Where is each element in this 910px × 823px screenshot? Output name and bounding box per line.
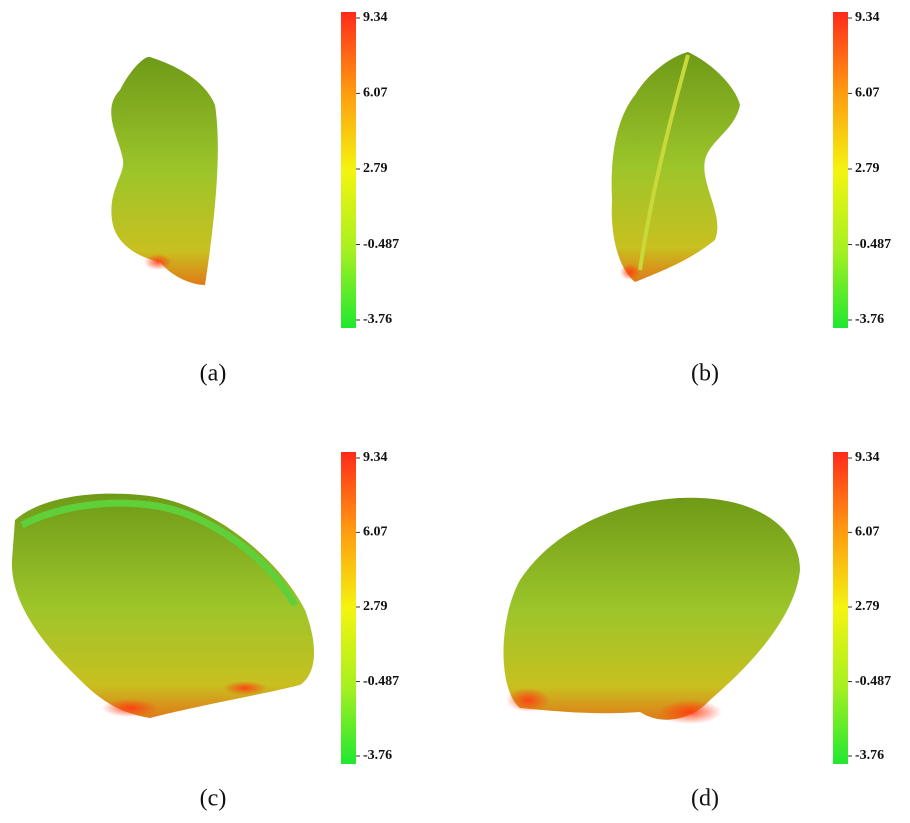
colorbar-tick-label: -0.487 [363,674,399,689]
colorbar-tick-label: 6.07 [363,86,388,101]
panel-label: (a) [200,361,227,387]
colorbar-tick-label: 9.34 [855,10,880,25]
colorbar-tick-label: -3.76 [363,748,392,763]
colorbar-tick-label: 6.07 [855,525,880,540]
colorbar-tick-label: -3.76 [855,312,884,327]
render-b [612,52,740,282]
colorbar-tick-label: -0.487 [363,237,399,252]
colorbar-tick-label: 2.79 [855,599,880,614]
colorbar-tick-label: 2.79 [855,161,880,176]
colorbar-tick-label: -0.487 [855,237,891,252]
colorbar-tick-label: 6.07 [855,86,880,101]
colorbar-tick-label: 9.34 [855,450,880,465]
page: {"panels": [ {"label": "(a)", "colorbar"… [0,0,910,823]
colorbar-tick-label: 2.79 [363,599,388,614]
colorbar [341,12,356,328]
colorbar-tick-label: -0.487 [855,674,891,689]
colorbar-tick-label: 9.34 [363,450,388,465]
colorbar [833,12,848,328]
colorbar-tick-label: 2.79 [363,161,388,176]
render-a [111,57,218,285]
figure: 9.34 6.07 2.79 -0.487 -3.76 (a) 9.34 6.07 2.79 -0… [0,0,910,823]
render-c [12,494,314,718]
colorbar-tick-label: -3.76 [363,312,392,327]
colorbar [341,452,356,764]
colorbar-tick-label: 9.34 [363,10,388,25]
colorbar [833,452,848,764]
panel-label: (c) [200,786,227,812]
colorbar-tick-label: 6.07 [363,525,388,540]
panel-label: (d) [691,786,719,812]
colorbar-tick-label: -3.76 [855,748,884,763]
render-d [504,498,801,724]
panel-label: (b) [691,361,719,387]
